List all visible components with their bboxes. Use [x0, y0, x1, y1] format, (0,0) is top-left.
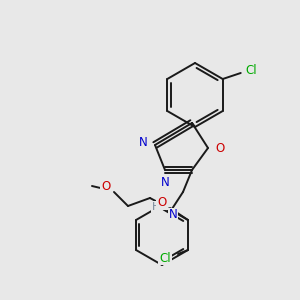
Text: N: N	[139, 136, 147, 148]
Text: O: O	[215, 142, 225, 154]
Text: N: N	[169, 208, 177, 221]
Text: Cl: Cl	[245, 64, 256, 77]
Text: N: N	[160, 176, 169, 188]
Text: H: H	[152, 202, 160, 212]
Text: O: O	[101, 181, 111, 194]
Text: Cl: Cl	[159, 251, 171, 265]
Text: O: O	[158, 196, 166, 209]
